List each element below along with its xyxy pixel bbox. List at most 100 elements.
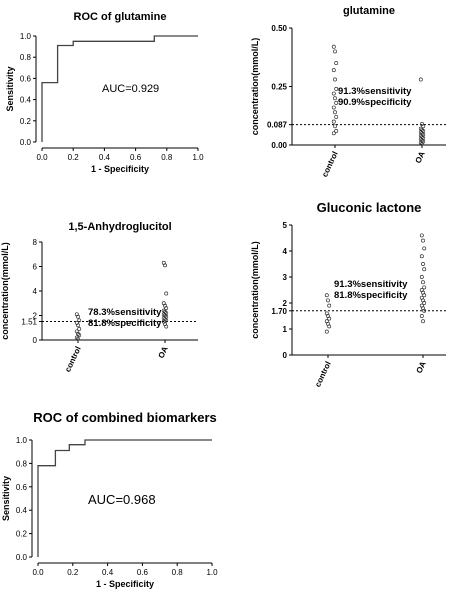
chart-panel-2: glutamine 0.00 0.087 0.25 0.50 concentration(…	[250, 5, 446, 178]
data-point	[419, 314, 424, 318]
y-tick-label: 4	[33, 287, 38, 296]
y-axis-label: Sensitivity	[1, 476, 11, 521]
annotation-text: 81.8%specificity	[334, 290, 408, 301]
auc-annotation: AUC=0.929	[102, 83, 159, 95]
y-tick-label: 0.0	[20, 138, 32, 147]
x-category-label: control	[63, 345, 83, 373]
x-tick-label: 0.2	[68, 153, 80, 162]
y-tick-label: 0.4	[20, 96, 32, 105]
x-tick-label: 0.0	[32, 568, 44, 577]
data-point	[324, 329, 329, 334]
chart-panel-1: ROC of glutamine 0.0 0.2 0.4 0.6 0.8 1.0 0.0 0.2…	[5, 11, 204, 174]
data-point	[76, 336, 80, 341]
data-point	[331, 119, 336, 124]
chart-title: ROC of glutamine	[74, 11, 167, 23]
y-tick-label: 0	[33, 336, 38, 345]
data-point	[422, 308, 427, 313]
y-tick-label: 1.70	[271, 307, 287, 316]
data-point	[422, 293, 427, 298]
data-point	[334, 100, 339, 105]
x-tick-label: 1.0	[206, 568, 218, 577]
data-point	[419, 233, 424, 238]
y-tick-label: 1.0	[20, 32, 32, 41]
y-tick-label: 0.2	[20, 117, 32, 126]
annotation-text: 91.3%sensitivity	[334, 279, 408, 290]
data-point	[418, 140, 423, 145]
auc-annotation: AUC=0.968	[88, 492, 156, 507]
x-category-label: control	[320, 150, 340, 178]
data-point	[333, 49, 337, 54]
roc-curve	[41, 35, 198, 142]
y-tick-label: 0.087	[267, 121, 288, 130]
y-tick-label: 0.6	[20, 74, 32, 83]
data-point	[164, 306, 169, 311]
data-point	[421, 238, 425, 243]
data-point	[420, 141, 424, 146]
data-point	[164, 324, 169, 329]
y-tick-label: 0.4	[16, 506, 28, 515]
data-point	[333, 77, 337, 82]
data-point	[418, 77, 423, 82]
chart-title: Gluconic lactone	[317, 200, 422, 215]
x-tick-label: 0.8	[172, 568, 184, 577]
y-tick-label: 2	[33, 312, 38, 321]
x-axis-label: 1 - Specificity	[96, 579, 154, 589]
data-point	[422, 285, 427, 290]
data-point	[422, 301, 427, 305]
y-tick-label: 1.0	[16, 436, 28, 445]
data-point	[77, 318, 82, 323]
data-point	[327, 324, 332, 329]
data-point	[77, 327, 82, 331]
y-tick-label: 0.8	[20, 53, 32, 62]
y-tick-label: 5	[283, 221, 288, 230]
y-axis-label: concentration(mmol/L)	[250, 241, 260, 339]
y-tick-label: 6	[33, 263, 38, 272]
chart-title: 1,5-Anhydroglucitol	[68, 221, 171, 233]
y-tick-label: 0.50	[271, 24, 287, 33]
y-tick-label: 0.2	[16, 530, 28, 539]
data-point	[421, 319, 425, 324]
chart-panel-4: Gluconic lactone 0 1 1.702 3 4 5 concentration(…	[250, 200, 446, 388]
data-point	[334, 61, 339, 66]
data-point	[333, 110, 337, 115]
x-axis-label: 1 - Specificity	[91, 164, 149, 174]
data-point	[421, 280, 425, 285]
x-tick-label: 0.4	[99, 153, 111, 162]
data-point	[422, 267, 427, 272]
x-tick-label: 0.6	[137, 568, 149, 577]
data-point	[327, 303, 332, 308]
data-point	[333, 96, 337, 101]
y-tick-label: 0.00	[271, 141, 287, 150]
chart-panel-5: ROC of combined biomarkers 0.0 0.2 0.4 0.6 0.…	[1, 410, 218, 589]
data-point	[331, 131, 336, 136]
x-tick-label: 0.2	[67, 568, 79, 577]
data-point	[419, 275, 424, 279]
roc-curve	[37, 439, 212, 557]
y-axis-label: concentration(mmol/L)	[250, 38, 260, 136]
data-point	[421, 262, 425, 266]
data-point	[164, 291, 169, 296]
data-point	[331, 44, 336, 49]
data-point	[333, 124, 337, 129]
chart-title: glutamine	[343, 5, 395, 17]
data-point	[331, 91, 336, 96]
x-tick-label: 0.6	[130, 153, 142, 162]
x-tick-label: 0.8	[161, 153, 173, 162]
data-point	[324, 293, 329, 298]
y-tick-label: 0	[283, 351, 288, 360]
data-point	[334, 86, 339, 91]
data-point	[327, 316, 332, 321]
data-point	[419, 254, 424, 259]
y-tick-label: 1.51	[21, 318, 37, 327]
x-category-label: OA	[157, 345, 170, 360]
data-point	[163, 263, 167, 268]
x-category-label: OA	[415, 360, 428, 375]
data-point	[326, 298, 330, 303]
x-category-label: control	[313, 360, 333, 388]
annotation-text: 81.8%specificity	[88, 318, 162, 329]
data-point	[334, 114, 339, 119]
y-tick-label: 0.25	[271, 83, 287, 92]
annotation-text: 78.3%sensitivity	[88, 307, 162, 318]
y-tick-label: 1	[283, 325, 288, 334]
